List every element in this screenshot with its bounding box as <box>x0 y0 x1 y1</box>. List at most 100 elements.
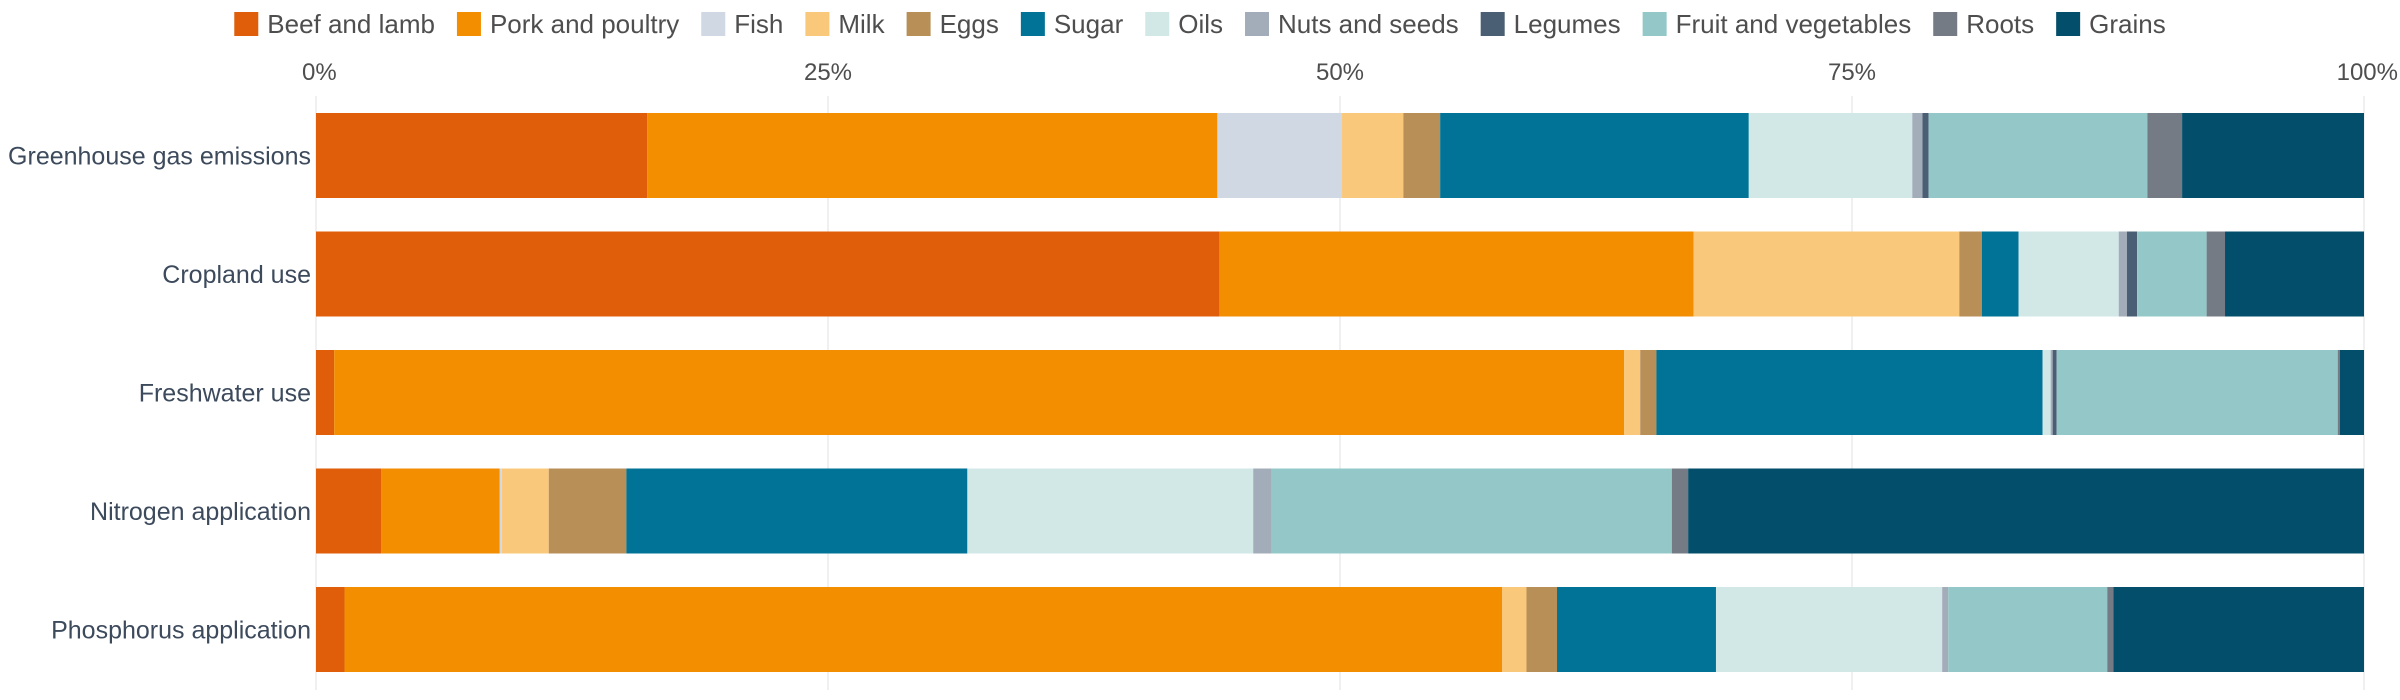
category-label-phosphorus-application: Phosphorus application <box>51 617 311 645</box>
legend-swatch-sugar <box>1020 12 1045 36</box>
bar-segment-freshwater-use-oils[interactable] <box>2042 350 2051 435</box>
bar-segment-greenhouse-gas-emissions-fish[interactable] <box>1217 113 1343 198</box>
bar-segment-cropland-use-legumes[interactable] <box>2126 231 2138 317</box>
bar-segment-freshwater-use-legumes[interactable] <box>2052 350 2057 435</box>
bar-segment-phosphorus-application-pork-and-poultry[interactable] <box>344 587 1503 672</box>
legend-label-sugar: Sugar <box>1054 9 1124 39</box>
bar-segment-greenhouse-gas-emissions-legumes[interactable] <box>1922 113 1929 198</box>
bar-segment-freshwater-use-fruit-and-vegetables[interactable] <box>2056 350 2338 435</box>
bar-segment-nitrogen-application-grains[interactable] <box>1688 468 2364 554</box>
bar-segment-greenhouse-gas-emissions-roots[interactable] <box>2147 113 2183 198</box>
legend-label-roots: Roots <box>1966 9 2034 39</box>
bar-segment-phosphorus-application-oils[interactable] <box>1715 587 1943 672</box>
bar-segment-phosphorus-application-roots[interactable] <box>2107 587 2114 672</box>
bar-segment-greenhouse-gas-emissions-nuts-and-seeds[interactable] <box>1912 113 1923 198</box>
legend-swatch-beef-and-lamb <box>234 12 259 36</box>
bar-segment-freshwater-use-beef-and-lamb[interactable] <box>316 350 335 435</box>
legend-label-pork-and-poultry: Pork and poultry <box>490 9 679 39</box>
bar-segment-greenhouse-gas-emissions-oils[interactable] <box>1748 113 1913 198</box>
bar-greenhouse-gas-emissions <box>316 113 2364 198</box>
bar-segment-phosphorus-application-grains[interactable] <box>2113 587 2364 672</box>
legend-item-legumes[interactable]: Legumes <box>1480 9 1621 39</box>
bar-cropland-use <box>316 231 2364 317</box>
bar-segment-nitrogen-application-oils[interactable] <box>967 468 1254 554</box>
bar-segment-cropland-use-grains[interactable] <box>2225 231 2364 317</box>
bar-segment-cropland-use-pork-and-poultry[interactable] <box>1219 231 1694 317</box>
legend-swatch-nuts-and-seeds <box>1245 12 1270 36</box>
y-axis-category-labels: Greenhouse gas emissions Cropland use Fres… <box>8 143 311 645</box>
bar-segment-nitrogen-application-pork-and-poultry[interactable] <box>381 468 500 554</box>
x-axis-ticks: 0% 25% 50% 75% 100% <box>302 59 2398 86</box>
bar-segment-nitrogen-application-milk[interactable] <box>501 468 549 554</box>
bar-segment-phosphorus-application-fruit-and-vegetables[interactable] <box>1948 587 2108 672</box>
bar-segment-freshwater-use-eggs[interactable] <box>1640 350 1657 435</box>
bar-segment-freshwater-use-milk[interactable] <box>1624 350 1641 435</box>
bar-segment-freshwater-use-sugar[interactable] <box>1656 350 2043 435</box>
bar-segment-freshwater-use-roots[interactable] <box>2337 350 2340 435</box>
bar-segment-nitrogen-application-fish[interactable] <box>499 468 502 554</box>
chart-legend: Beef and lamb Pork and poultry Fish Milk Egg… <box>234 9 2166 39</box>
bar-segment-nitrogen-application-sugar[interactable] <box>626 468 968 554</box>
legend-item-sugar[interactable]: Sugar <box>1020 9 1124 39</box>
bar-segments <box>316 113 2364 672</box>
legend-label-grains: Grains <box>2089 9 2166 39</box>
bar-segment-cropland-use-milk[interactable] <box>1693 231 1960 317</box>
legend-label-eggs: Eggs <box>940 9 999 39</box>
legend-item-oils[interactable]: Oils <box>1145 9 1223 39</box>
bar-segment-phosphorus-application-eggs[interactable] <box>1526 587 1558 672</box>
x-tick-label-0: 0% <box>302 59 337 86</box>
legend-item-pork-and-poultry[interactable]: Pork and poultry <box>456 9 679 39</box>
bar-segment-freshwater-use-pork-and-poultry[interactable] <box>334 350 1625 435</box>
bar-segment-greenhouse-gas-emissions-fruit-and-vegetables[interactable] <box>1928 113 2148 198</box>
bar-segment-cropland-use-eggs[interactable] <box>1959 231 1982 317</box>
bar-segment-nitrogen-application-nuts-and-seeds[interactable] <box>1253 468 1272 554</box>
x-tick-label-75: 75% <box>1828 59 1876 86</box>
bar-segment-greenhouse-gas-emissions-eggs[interactable] <box>1403 113 1441 198</box>
bar-segment-cropland-use-nuts-and-seeds[interactable] <box>2118 231 2127 317</box>
x-tick-label-25: 25% <box>804 59 852 86</box>
bar-segment-greenhouse-gas-emissions-sugar[interactable] <box>1440 113 1749 198</box>
bar-segment-cropland-use-roots[interactable] <box>2206 231 2226 317</box>
legend-swatch-fish <box>701 12 726 36</box>
bar-segment-nitrogen-application-roots[interactable] <box>1671 468 1689 554</box>
bar-segment-nitrogen-application-eggs[interactable] <box>548 468 627 554</box>
bar-segment-cropland-use-beef-and-lamb[interactable] <box>316 231 1220 317</box>
bar-segment-phosphorus-application-nuts-and-seeds[interactable] <box>1942 587 1949 672</box>
bar-segment-cropland-use-sugar[interactable] <box>1981 231 2019 317</box>
bar-segment-cropland-use-oils[interactable] <box>2018 231 2119 317</box>
category-label-nitrogen-application: Nitrogen application <box>90 498 311 526</box>
bar-segment-phosphorus-application-sugar[interactable] <box>1557 587 1716 672</box>
bar-segment-greenhouse-gas-emissions-grains[interactable] <box>2182 113 2364 198</box>
bar-segment-freshwater-use-grains[interactable] <box>2339 350 2364 435</box>
legend-label-fruit-and-vegetables: Fruit and vegetables <box>1676 9 1912 39</box>
legend-item-beef-and-lamb[interactable]: Beef and lamb <box>234 9 435 39</box>
legend-label-legumes: Legumes <box>1514 9 1621 39</box>
legend-label-fish: Fish <box>734 9 783 39</box>
x-tick-label-50: 50% <box>1316 59 1364 86</box>
legend-label-milk: Milk <box>838 9 885 39</box>
legend-swatch-eggs <box>906 12 931 36</box>
bar-nitrogen-application <box>316 468 2364 554</box>
bar-segment-greenhouse-gas-emissions-milk[interactable] <box>1342 113 1404 198</box>
legend-item-fruit-and-vegetables[interactable]: Fruit and vegetables <box>1642 9 1912 39</box>
bar-segment-phosphorus-application-milk[interactable] <box>1502 587 1527 672</box>
legend-item-eggs[interactable]: Eggs <box>906 9 999 39</box>
bar-segment-greenhouse-gas-emissions-pork-and-poultry[interactable] <box>647 113 1218 198</box>
legend-label-oils: Oils <box>1178 9 1223 39</box>
bar-segment-phosphorus-application-beef-and-lamb[interactable] <box>316 587 345 672</box>
x-tick-label-100: 100% <box>2337 59 2398 86</box>
legend-swatch-milk <box>805 12 830 36</box>
legend-item-milk[interactable]: Milk <box>805 9 886 39</box>
legend-item-nuts-and-seeds[interactable]: Nuts and seeds <box>1245 9 1459 39</box>
legend-item-roots[interactable]: Roots <box>1933 9 2034 39</box>
bar-segment-freshwater-use-nuts-and-seeds[interactable] <box>2050 350 2053 435</box>
legend-label-beef-and-lamb: Beef and lamb <box>267 9 435 39</box>
bar-segment-greenhouse-gas-emissions-beef-and-lamb[interactable] <box>316 113 648 198</box>
bar-segment-nitrogen-application-beef-and-lamb[interactable] <box>316 468 382 554</box>
legend-item-fish[interactable]: Fish <box>701 9 783 39</box>
category-label-freshwater-use: Freshwater use <box>139 380 311 408</box>
legend-item-grains[interactable]: Grains <box>2056 9 2166 39</box>
bar-segment-nitrogen-application-fruit-and-vegetables[interactable] <box>1271 468 1672 554</box>
bar-segment-cropland-use-fruit-and-vegetables[interactable] <box>2137 231 2207 317</box>
